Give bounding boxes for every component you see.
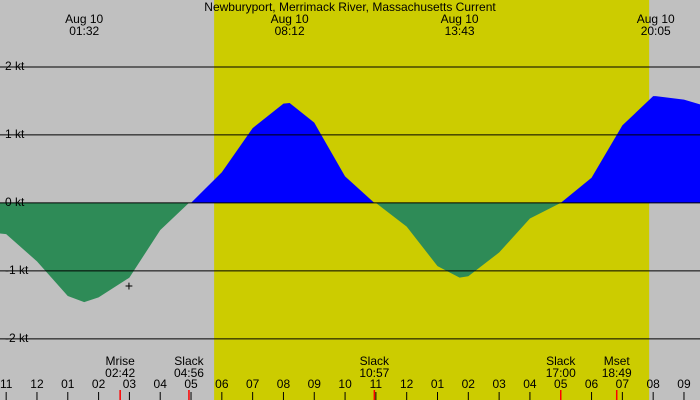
x-tick-label: 08 — [646, 377, 660, 391]
y-tick-label: -2 kt — [5, 331, 29, 345]
x-tick-label: 04 — [154, 377, 168, 391]
x-tick-label: 05 — [184, 377, 198, 391]
x-tick-label: 01 — [61, 377, 75, 391]
event-label: Slack — [546, 354, 576, 368]
extreme-date: Aug 10 — [65, 12, 103, 26]
moon-marker: + — [125, 278, 133, 294]
x-tick-label: 07 — [246, 377, 260, 391]
extreme-date: Aug 10 — [271, 12, 309, 26]
event-time: 18:49 — [602, 366, 632, 380]
event-label: Slack — [360, 354, 390, 368]
x-tick-label: 03 — [492, 377, 506, 391]
y-tick-label: 1 kt — [5, 127, 25, 141]
flood-area — [191, 102, 375, 203]
x-tick-label: 06 — [215, 377, 229, 391]
ebb-area — [375, 202, 561, 278]
x-tick-label: 08 — [277, 377, 291, 391]
x-tick-label: 06 — [585, 377, 599, 391]
x-tick-label: 02 — [92, 377, 106, 391]
event-time: 10:57 — [359, 366, 389, 380]
x-tick-label: 04 — [523, 377, 537, 391]
extreme-date: Aug 10 — [441, 12, 479, 26]
x-tick-label: 01 — [431, 377, 445, 391]
x-tick-label: 11 — [0, 377, 13, 391]
x-tick-label: 09 — [308, 377, 322, 391]
x-tick-label: 12 — [30, 377, 44, 391]
y-tick-label: 2 kt — [5, 59, 25, 73]
x-tick-label: 11 — [370, 377, 383, 391]
extreme-time: 20:05 — [641, 24, 671, 38]
x-tick-label: 05 — [554, 377, 568, 391]
x-tick-label: 10 — [338, 377, 352, 391]
extreme-time: 13:43 — [445, 24, 475, 38]
event-time: 02:42 — [105, 366, 135, 380]
x-tick-label: 09 — [677, 377, 691, 391]
y-tick-label: -1 kt — [5, 263, 29, 277]
extreme-time: 08:12 — [275, 24, 305, 38]
x-tick-label: 07 — [616, 377, 630, 391]
event-label: Mset — [604, 354, 631, 368]
ebb-area — [0, 202, 189, 303]
x-tick-label: 03 — [123, 377, 137, 391]
flood-area — [560, 96, 700, 203]
chart-title: Newburyport, Merrimack River, Massachuse… — [204, 0, 496, 14]
x-tick-label: 02 — [462, 377, 476, 391]
x-tick-label: 12 — [400, 377, 414, 391]
extreme-time: 01:32 — [69, 24, 99, 38]
y-tick-label: 0 kt — [5, 195, 25, 209]
event-label: Slack — [174, 354, 204, 368]
event-time: 04:56 — [174, 366, 204, 380]
extreme-date: Aug 10 — [637, 12, 675, 26]
event-time: 17:00 — [546, 366, 576, 380]
event-label: Mrise — [105, 354, 135, 368]
